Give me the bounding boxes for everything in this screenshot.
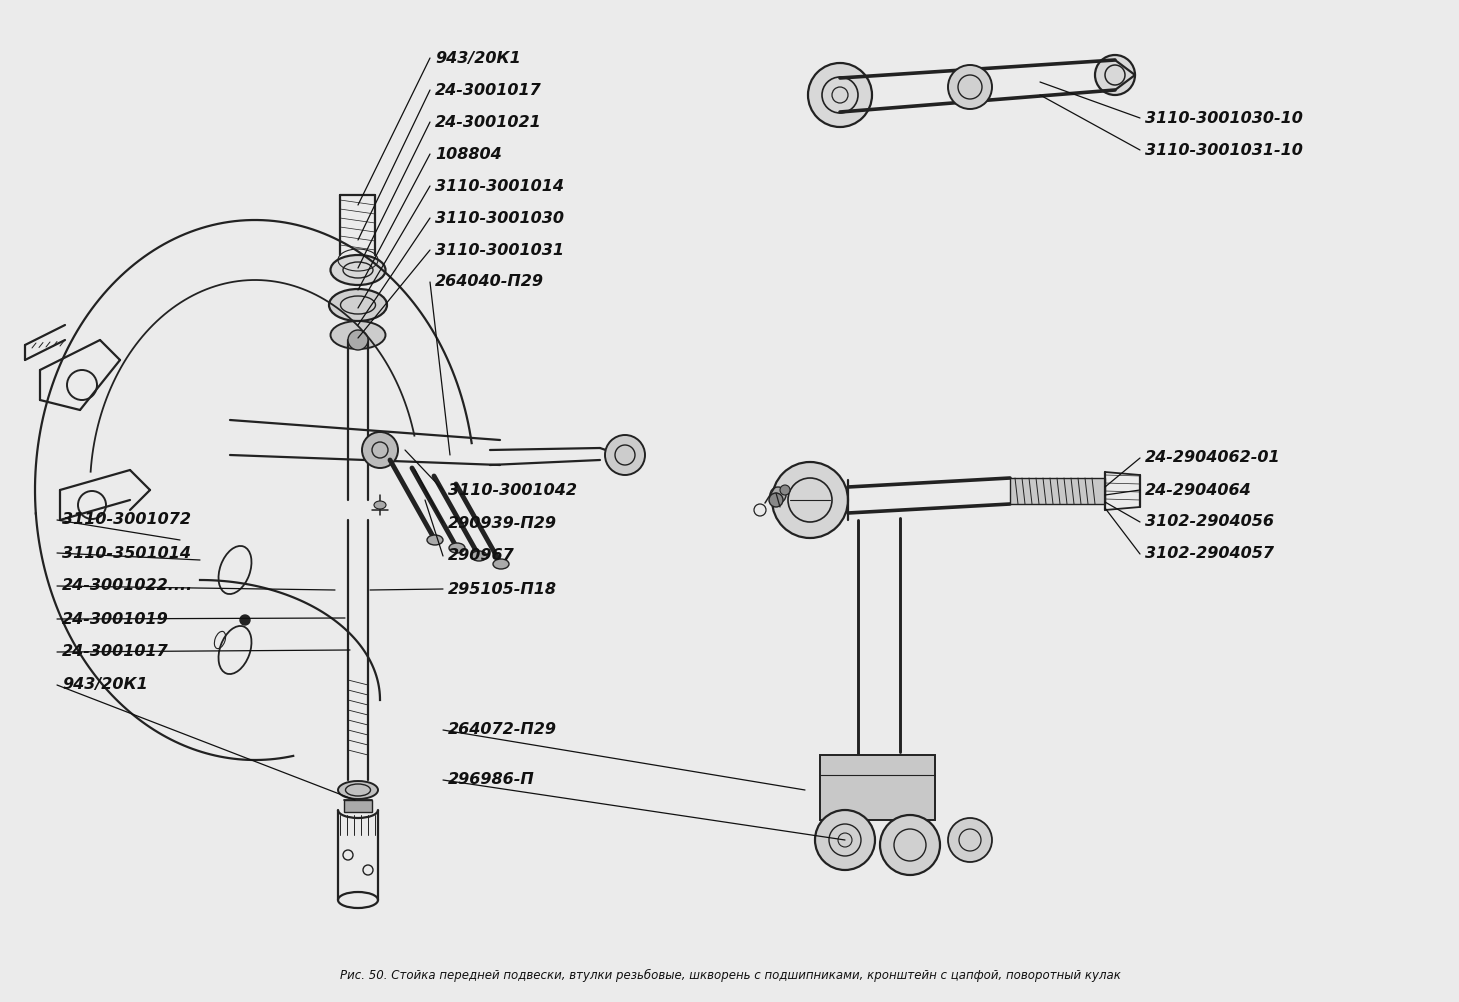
Ellipse shape — [338, 781, 378, 799]
Ellipse shape — [374, 501, 387, 509]
Text: 264072-П29: 264072-П29 — [448, 722, 557, 737]
Text: 3102-2904056: 3102-2904056 — [1145, 514, 1274, 529]
Text: Рис. 50. Стойка передней подвески, втулки резьбовые, шкворень с подшипниками, кр: Рис. 50. Стойка передней подвески, втулк… — [340, 969, 1121, 982]
Text: 3110-3001031-10: 3110-3001031-10 — [1145, 142, 1303, 157]
Ellipse shape — [427, 535, 444, 545]
Text: 24-2904064: 24-2904064 — [1145, 483, 1252, 498]
Circle shape — [781, 485, 789, 495]
Text: 290939-П29: 290939-П29 — [448, 515, 557, 530]
Ellipse shape — [331, 255, 385, 285]
Text: 943/20К1: 943/20К1 — [435, 50, 521, 65]
Ellipse shape — [471, 551, 487, 561]
Circle shape — [772, 462, 848, 538]
Circle shape — [362, 432, 398, 468]
Text: 108804: 108804 — [435, 146, 502, 161]
Text: 295105-П18: 295105-П18 — [448, 581, 557, 596]
Text: 296986-П: 296986-П — [448, 773, 535, 788]
Text: 3110-3001042: 3110-3001042 — [448, 483, 576, 498]
Circle shape — [239, 615, 249, 625]
Text: 24-3001021: 24-3001021 — [435, 114, 541, 129]
Circle shape — [1096, 55, 1135, 95]
Circle shape — [605, 435, 645, 475]
Text: 290967: 290967 — [448, 548, 515, 563]
Text: 3102-2904057: 3102-2904057 — [1145, 546, 1274, 561]
Circle shape — [816, 810, 875, 870]
Circle shape — [880, 815, 940, 875]
Bar — [344, 800, 372, 812]
Circle shape — [349, 330, 368, 350]
Text: 24-3001017: 24-3001017 — [61, 644, 169, 659]
Text: 3110-3501014: 3110-3501014 — [61, 545, 191, 560]
Text: 3110-3001014: 3110-3001014 — [435, 178, 565, 193]
Ellipse shape — [328, 289, 387, 321]
Text: 3110-3001030: 3110-3001030 — [435, 210, 565, 225]
Circle shape — [948, 818, 992, 862]
Text: 24-3001022....: 24-3001022.... — [61, 578, 193, 593]
Bar — [820, 755, 935, 820]
Circle shape — [948, 65, 992, 109]
Circle shape — [769, 493, 783, 507]
Bar — [1010, 478, 1104, 504]
Text: 3110-3001031: 3110-3001031 — [435, 242, 565, 258]
Ellipse shape — [449, 543, 465, 553]
Ellipse shape — [331, 321, 385, 349]
Ellipse shape — [493, 559, 509, 569]
Text: 264040-П29: 264040-П29 — [435, 275, 544, 290]
Circle shape — [770, 487, 786, 503]
Circle shape — [808, 63, 872, 127]
Text: 3110-3001030-10: 3110-3001030-10 — [1145, 110, 1303, 125]
Text: 24-3001019: 24-3001019 — [61, 611, 169, 626]
Text: 943/20К1: 943/20К1 — [61, 677, 147, 692]
Text: 24-2904062-01: 24-2904062-01 — [1145, 451, 1281, 466]
Text: 3110-3001072: 3110-3001072 — [61, 512, 191, 527]
Text: 24-3001017: 24-3001017 — [435, 82, 541, 97]
